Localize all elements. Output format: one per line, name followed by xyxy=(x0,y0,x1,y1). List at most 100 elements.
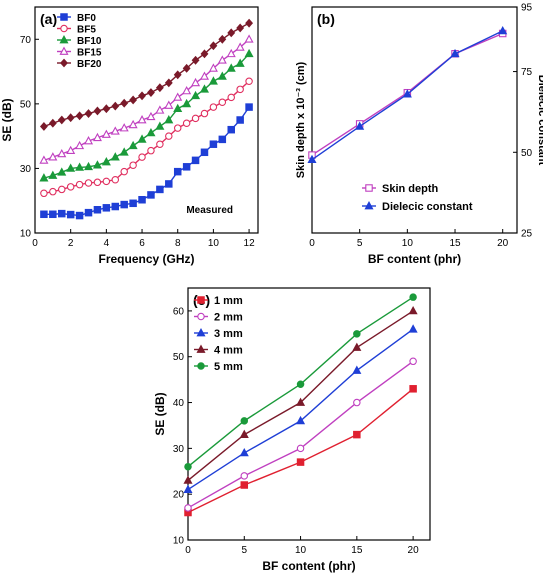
data-point xyxy=(182,85,192,95)
data-point xyxy=(182,163,191,171)
data-point xyxy=(49,210,57,219)
data-point xyxy=(66,183,75,191)
data-point xyxy=(245,77,253,86)
data-point xyxy=(84,109,93,118)
data-point xyxy=(173,70,182,80)
data-point xyxy=(409,293,417,301)
y-tick-label: 20 xyxy=(173,490,185,501)
legend-marker xyxy=(60,24,68,33)
data-point xyxy=(245,18,254,28)
data-point xyxy=(48,170,58,179)
legend-label: 4 mm xyxy=(214,345,243,357)
data-point xyxy=(101,129,111,138)
data-point xyxy=(39,155,49,164)
data-point xyxy=(75,111,84,121)
data-point xyxy=(408,305,418,315)
x-tick-label: 15 xyxy=(351,545,363,556)
x-tick-label: 0 xyxy=(309,238,315,249)
legend: Skin depth Dielecic constant xyxy=(362,183,473,213)
data-point xyxy=(92,160,102,169)
annotation: Measured xyxy=(186,205,233,216)
data-point xyxy=(119,123,129,132)
data-point xyxy=(355,121,365,130)
data-point xyxy=(191,156,200,165)
y-axis-label: Skin depth x 10⁻³ (cm) xyxy=(295,61,307,178)
data-point xyxy=(173,167,182,176)
x-tick-label: 10 xyxy=(208,238,220,249)
legend-marker xyxy=(197,312,205,321)
data-point xyxy=(138,153,146,161)
data-point xyxy=(498,25,508,35)
x-axis-label: Frequency (GHz) xyxy=(98,252,194,266)
panel-0: (a) 0 2 4 6 8 10 12 Frequency (GHz) 10 30 50 70 SE (d… xyxy=(0,6,259,266)
data-point xyxy=(199,84,210,93)
data-point xyxy=(128,119,138,129)
data-point xyxy=(235,58,245,67)
data-point xyxy=(209,41,218,51)
series-bf15 xyxy=(39,34,254,164)
data-point xyxy=(164,78,173,88)
data-point xyxy=(227,28,236,38)
data-point xyxy=(119,147,129,156)
x-tick-label: 0 xyxy=(185,545,191,556)
series-line xyxy=(43,53,250,179)
data-point xyxy=(164,100,174,109)
data-point xyxy=(173,124,182,132)
data-point xyxy=(173,92,183,101)
y-tick-label: 50 xyxy=(20,99,32,110)
data-point xyxy=(75,162,85,171)
data-point xyxy=(182,98,192,108)
data-point xyxy=(111,175,120,184)
x-tick-label: 2 xyxy=(68,238,74,249)
legend-label: 1 mm xyxy=(214,295,243,307)
data-point xyxy=(129,161,137,169)
data-point xyxy=(208,76,218,85)
data-point xyxy=(83,136,94,145)
data-point xyxy=(146,127,156,137)
data-point xyxy=(147,146,155,155)
data-point xyxy=(226,48,236,58)
data-point xyxy=(296,380,305,388)
data-point xyxy=(66,163,76,172)
x-tick-label: 20 xyxy=(408,545,420,556)
data-point xyxy=(84,179,93,187)
data-point xyxy=(236,116,244,124)
data-point xyxy=(191,114,200,123)
data-point xyxy=(199,71,210,80)
data-point xyxy=(40,210,48,219)
data-point xyxy=(48,152,58,161)
data-point xyxy=(83,161,94,171)
data-point xyxy=(209,140,218,148)
data-point xyxy=(183,475,193,484)
x-axis-label: BF content (phr) xyxy=(368,252,461,266)
y-tick-label: 10 xyxy=(173,536,185,547)
data-point xyxy=(450,48,460,58)
data-point xyxy=(296,415,306,425)
data-point xyxy=(218,98,227,106)
data-point xyxy=(353,330,361,338)
legend-marker xyxy=(364,201,374,210)
data-point xyxy=(137,134,147,143)
data-point xyxy=(352,342,362,351)
y-tick-label: 40 xyxy=(173,398,185,409)
data-point xyxy=(111,101,120,111)
data-point xyxy=(240,417,249,425)
data-point xyxy=(155,105,165,114)
y-tick-label: 50 xyxy=(173,352,185,363)
data-point xyxy=(129,95,138,105)
series-5-mm xyxy=(184,293,417,471)
series-3-mm xyxy=(183,324,418,493)
y-tick-label: 30 xyxy=(20,164,32,175)
y-right-tick-label: 25 xyxy=(521,229,533,240)
data-point xyxy=(239,429,249,438)
y-right-tick-label: 75 xyxy=(521,67,533,78)
data-point xyxy=(244,48,254,58)
data-point xyxy=(164,115,174,124)
data-point xyxy=(240,472,249,480)
data-point xyxy=(200,148,209,157)
data-point xyxy=(245,103,253,111)
x-tick-label: 5 xyxy=(357,238,363,249)
data-point xyxy=(66,210,75,219)
data-point xyxy=(217,71,227,80)
plot-frame xyxy=(187,287,431,541)
